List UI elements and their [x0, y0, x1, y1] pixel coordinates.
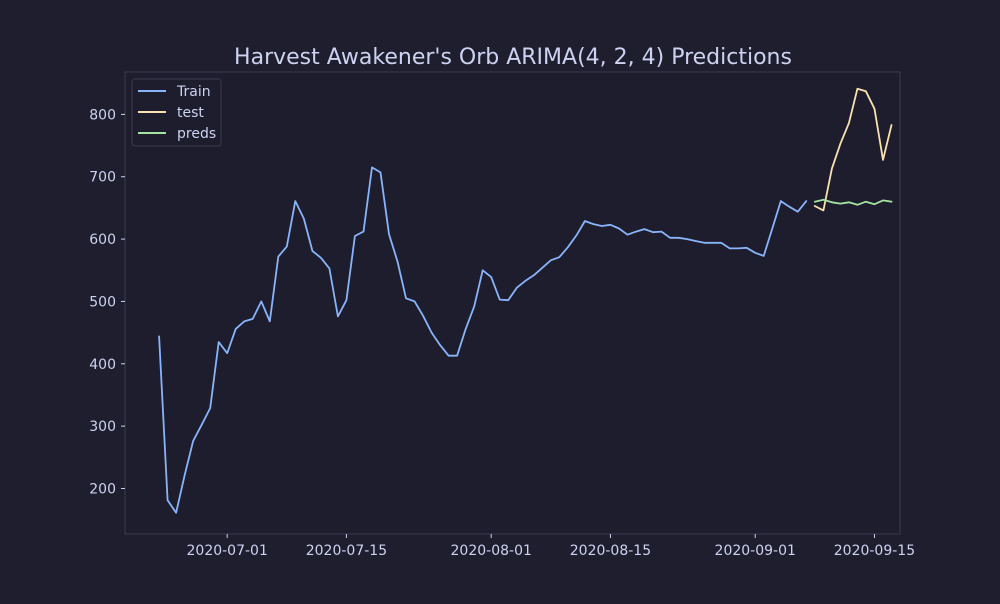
y-tick-label: 800: [89, 107, 116, 123]
legend-label-test: test: [177, 105, 204, 121]
series-layer: [158, 87, 893, 514]
legend-label-preds: preds: [177, 126, 216, 142]
x-tick-label: 2020-07-01: [187, 543, 268, 559]
y-axis: 200 300 400 500 600 700 800: [89, 107, 125, 497]
x-axis: 2020-07-01 2020-07-15 2020-08-01 2020-08-15…: [187, 534, 915, 559]
x-tick-label: 2020-07-15: [306, 543, 387, 559]
series-line-test: [813, 87, 893, 212]
series-line-preds: [813, 198, 893, 206]
legend: Train test preds: [131, 78, 222, 147]
x-tick-label: 2020-08-15: [570, 543, 651, 559]
x-tick-label: 2020-09-01: [715, 543, 796, 559]
y-tick-label: 300: [89, 419, 116, 435]
y-tick-label: 500: [89, 294, 116, 310]
y-tick-label: 200: [89, 481, 116, 497]
x-tick-label: 2020-08-01: [451, 543, 532, 559]
y-tick-label: 600: [89, 232, 116, 248]
legend-box: [131, 78, 222, 147]
legend-label-train: Train: [176, 84, 211, 100]
y-tick-label: 700: [89, 170, 116, 186]
series-line-train: [158, 166, 808, 514]
plot-area: [124, 71, 901, 535]
x-tick-label: 2020-09-15: [834, 543, 915, 559]
y-tick-label: 400: [89, 357, 116, 373]
chart-title: Harvest Awakener's Orb ARIMA(4, 2, 4) Pr…: [234, 45, 792, 70]
